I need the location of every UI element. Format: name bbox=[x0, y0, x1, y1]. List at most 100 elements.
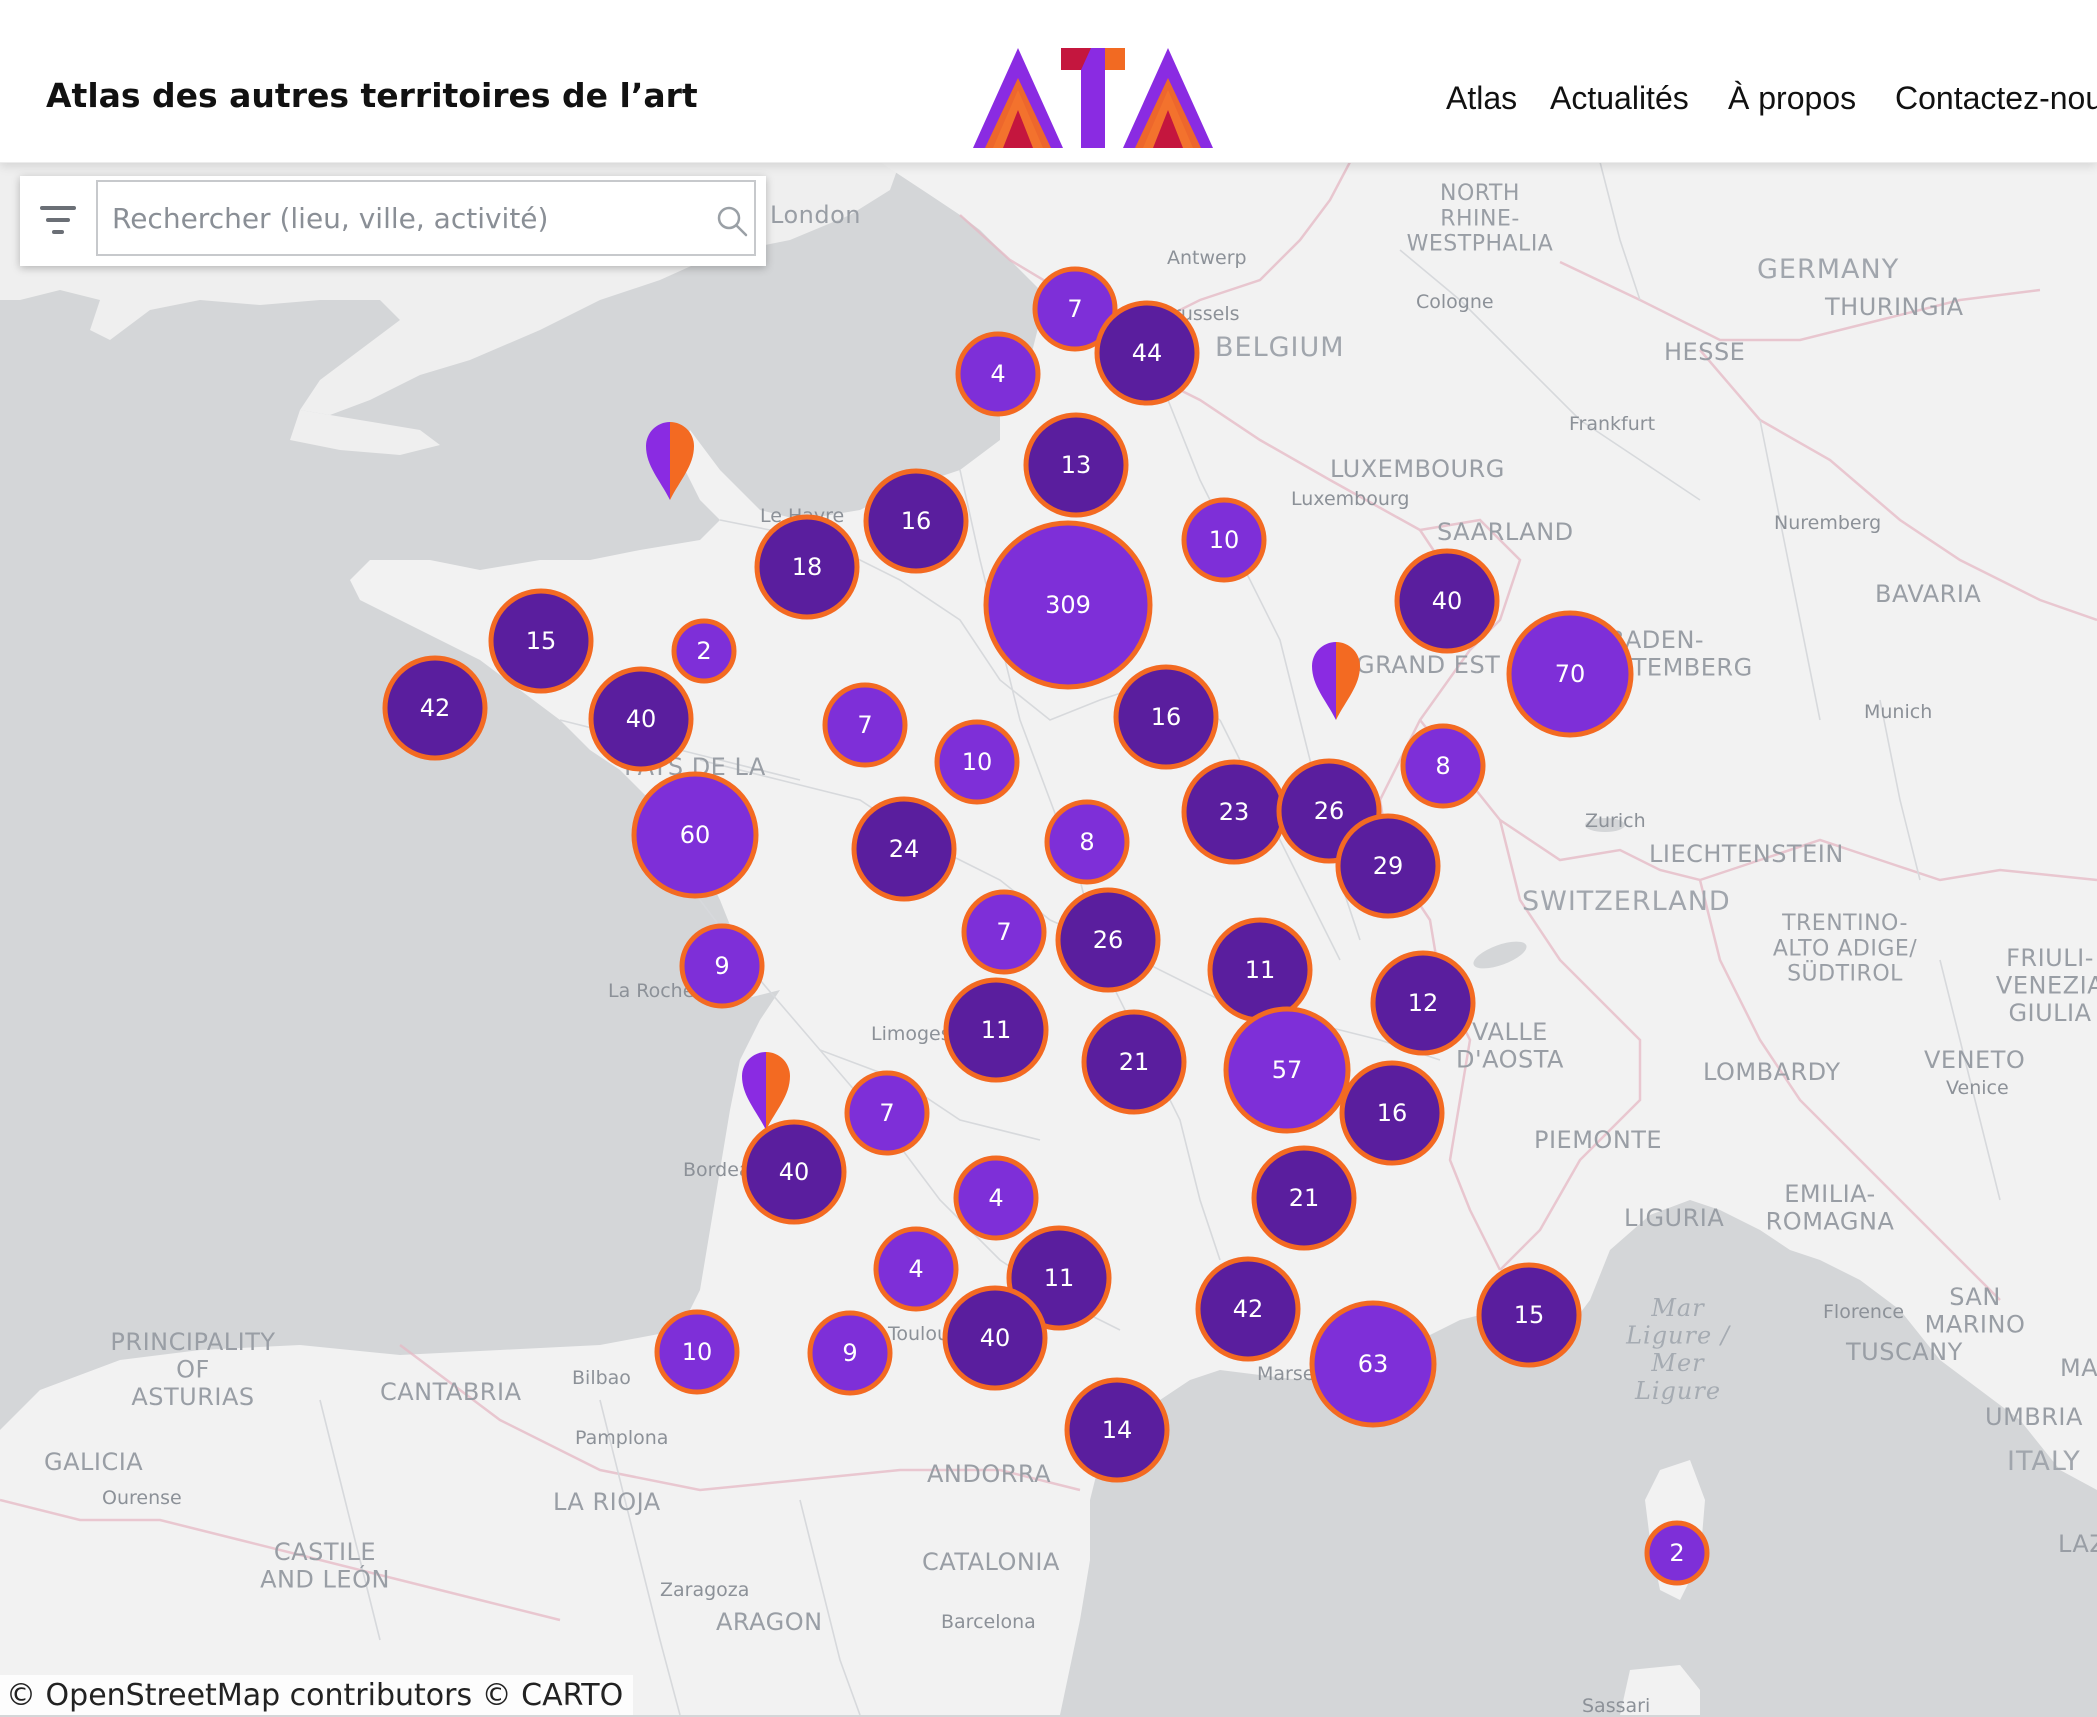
cluster-marker[interactable]: 16 bbox=[1339, 1060, 1445, 1166]
cluster-circle[interactable] bbox=[942, 1285, 1048, 1391]
cluster-circle[interactable] bbox=[1023, 412, 1129, 518]
cluster-marker[interactable]: 16 bbox=[863, 468, 969, 574]
nav-a-propos[interactable]: À propos bbox=[1728, 80, 1857, 116]
cluster-circle[interactable] bbox=[1644, 1520, 1710, 1586]
cluster-marker[interactable]: 57 bbox=[1223, 1006, 1351, 1134]
site-title[interactable]: Atlas des autres territoires de l’art bbox=[46, 76, 698, 115]
cluster-circle[interactable] bbox=[488, 588, 594, 694]
cluster-marker[interactable]: 15 bbox=[488, 588, 594, 694]
cluster-circle[interactable] bbox=[1181, 497, 1267, 583]
cluster-circle[interactable] bbox=[844, 1070, 930, 1156]
cluster-marker[interactable]: 26 bbox=[1055, 887, 1161, 993]
cluster-marker[interactable]: 8 bbox=[1044, 799, 1130, 885]
filter-icon[interactable] bbox=[38, 202, 78, 238]
cluster-circle[interactable] bbox=[851, 796, 957, 902]
cluster-marker[interactable]: 60 bbox=[631, 771, 759, 899]
cluster-marker[interactable]: 44 bbox=[1094, 300, 1200, 406]
cluster-marker[interactable]: 42 bbox=[1195, 1256, 1301, 1362]
cluster-marker[interactable]: 4 bbox=[955, 331, 1041, 417]
cluster-circle[interactable] bbox=[741, 1119, 847, 1225]
cluster-circle[interactable] bbox=[1309, 1300, 1437, 1428]
cluster-marker[interactable]: 40 bbox=[741, 1119, 847, 1225]
cluster-circle[interactable] bbox=[1335, 813, 1441, 919]
cluster-circle[interactable] bbox=[1251, 1145, 1357, 1251]
cluster-circle[interactable] bbox=[1394, 548, 1500, 654]
cluster-circle[interactable] bbox=[1064, 1377, 1170, 1483]
cluster-marker[interactable]: 21 bbox=[1081, 1009, 1187, 1115]
cluster-marker[interactable]: 4 bbox=[873, 1226, 959, 1312]
cluster-marker[interactable]: 23 bbox=[1181, 759, 1287, 865]
cluster-circle[interactable] bbox=[588, 666, 694, 772]
cluster-marker[interactable]: 8 bbox=[1400, 723, 1486, 809]
search-icon[interactable] bbox=[715, 204, 749, 238]
cluster-marker[interactable]: 309 bbox=[983, 520, 1153, 690]
search-input[interactable] bbox=[96, 180, 756, 256]
cluster-circle[interactable] bbox=[955, 331, 1041, 417]
cluster-marker[interactable]: 40 bbox=[1394, 548, 1500, 654]
cluster-circle[interactable] bbox=[863, 468, 969, 574]
cluster-circle[interactable] bbox=[943, 977, 1049, 1083]
cluster-marker[interactable]: 11 bbox=[1207, 917, 1313, 1023]
cluster-marker[interactable]: 18 bbox=[754, 514, 860, 620]
cluster-circle[interactable] bbox=[1506, 610, 1634, 738]
cluster-circle[interactable] bbox=[679, 923, 765, 1009]
cluster-circle[interactable] bbox=[1094, 300, 1200, 406]
cluster-marker[interactable]: 10 bbox=[934, 719, 1020, 805]
cluster-marker[interactable]: 10 bbox=[1181, 497, 1267, 583]
cluster-circle[interactable] bbox=[1339, 1060, 1445, 1166]
cluster-marker[interactable]: 7 bbox=[961, 889, 1047, 975]
cluster-circle[interactable] bbox=[1476, 1262, 1582, 1368]
cluster-circle[interactable] bbox=[983, 520, 1153, 690]
cluster-marker[interactable]: 40 bbox=[942, 1285, 1048, 1391]
cluster-circle[interactable] bbox=[654, 1309, 740, 1395]
cluster-circle[interactable] bbox=[1223, 1006, 1351, 1134]
cluster-marker[interactable]: 21 bbox=[1251, 1145, 1357, 1251]
cluster-marker[interactable]: 29 bbox=[1335, 813, 1441, 919]
cluster-circle[interactable] bbox=[1055, 887, 1161, 993]
pin-normandy-coast-icon[interactable] bbox=[646, 422, 694, 500]
cluster-marker[interactable]: 70 bbox=[1506, 610, 1634, 738]
cluster-circle[interactable] bbox=[1081, 1009, 1187, 1115]
cluster-circle[interactable] bbox=[1400, 723, 1486, 809]
nav-contact[interactable]: Contactez-nous bbox=[1895, 80, 2097, 116]
cluster-marker[interactable]: 7 bbox=[822, 682, 908, 768]
cluster-circle[interactable] bbox=[934, 719, 1020, 805]
cluster-circle[interactable] bbox=[382, 655, 488, 761]
cluster-circle[interactable] bbox=[873, 1226, 959, 1312]
nav-actualites[interactable]: Actualités bbox=[1550, 80, 1689, 116]
cluster-circle[interactable] bbox=[1370, 950, 1476, 1056]
cluster-marker[interactable]: 9 bbox=[807, 1310, 893, 1396]
cluster-marker[interactable]: 42 bbox=[382, 655, 488, 761]
cluster-marker[interactable]: 14 bbox=[1064, 1377, 1170, 1483]
cluster-marker[interactable]: 16 bbox=[1113, 664, 1219, 770]
cluster-marker[interactable]: 40 bbox=[588, 666, 694, 772]
cluster-circle[interactable] bbox=[1195, 1256, 1301, 1362]
cluster-marker[interactable]: 9 bbox=[679, 923, 765, 1009]
ata-logo[interactable] bbox=[973, 48, 1213, 148]
map-attribution[interactable]: © OpenStreetMap contributors © CARTO bbox=[0, 1675, 634, 1715]
cluster-circle[interactable] bbox=[1044, 799, 1130, 885]
cluster-circle[interactable] bbox=[961, 889, 1047, 975]
cluster-marker[interactable]: 63 bbox=[1309, 1300, 1437, 1428]
cluster-circle[interactable] bbox=[822, 682, 908, 768]
cluster-marker[interactable]: 10 bbox=[654, 1309, 740, 1395]
pin-grand-est-icon[interactable] bbox=[1312, 642, 1360, 720]
cluster-circle[interactable] bbox=[807, 1310, 893, 1396]
cluster-marker[interactable]: 4 bbox=[953, 1155, 1039, 1241]
cluster-circle[interactable] bbox=[631, 771, 759, 899]
map-view[interactable]: GERMANY BELGIUM LUXEMBOURG SWITZERLAND L… bbox=[0, 162, 2097, 1715]
cluster-circle[interactable] bbox=[754, 514, 860, 620]
cluster-marker[interactable]: 13 bbox=[1023, 412, 1129, 518]
cluster-circle[interactable] bbox=[1113, 664, 1219, 770]
cluster-marker[interactable]: 11 bbox=[943, 977, 1049, 1083]
cluster-marker[interactable]: 24 bbox=[851, 796, 957, 902]
cluster-marker[interactable]: 15 bbox=[1476, 1262, 1582, 1368]
pin-bordeaux-coast-icon[interactable] bbox=[742, 1052, 790, 1130]
nav-atlas[interactable]: Atlas bbox=[1446, 80, 1518, 116]
cluster-circle[interactable] bbox=[671, 618, 737, 684]
cluster-marker[interactable]: 2 bbox=[671, 618, 737, 684]
cluster-marker[interactable]: 7 bbox=[844, 1070, 930, 1156]
cluster-marker[interactable]: 7 bbox=[1032, 266, 1118, 352]
cluster-circle[interactable] bbox=[953, 1155, 1039, 1241]
cluster-circle[interactable] bbox=[1032, 266, 1118, 352]
